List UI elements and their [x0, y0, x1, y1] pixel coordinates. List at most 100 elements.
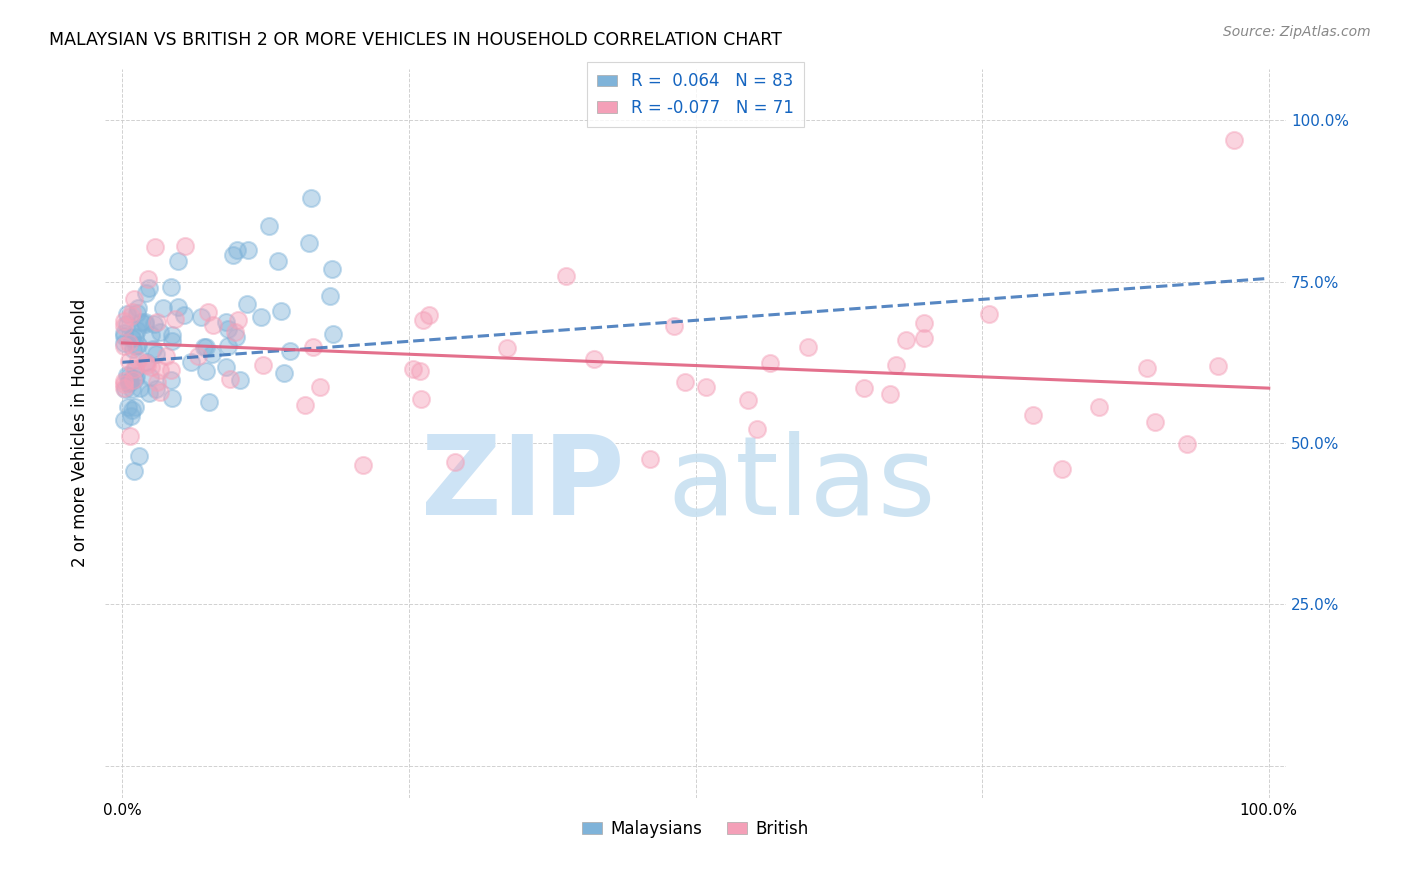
Point: [152, 301, 174, 315]
Point: [121, 402, 143, 417]
Point: [318, 289, 340, 303]
Point: [124, 330, 146, 344]
Point: [225, 330, 247, 344]
Y-axis label: 2 or more Vehicles in Household: 2 or more Vehicles in Household: [72, 299, 89, 567]
Point: [160, 327, 183, 342]
Point: [117, 400, 139, 414]
Point: [117, 354, 139, 368]
Point: [1206, 359, 1229, 373]
Point: [879, 387, 901, 401]
Point: [122, 373, 145, 387]
Point: [190, 310, 212, 325]
Point: [219, 372, 242, 386]
Point: [112, 381, 135, 395]
Point: [173, 308, 195, 322]
Point: [1143, 415, 1166, 429]
Point: [124, 361, 146, 376]
Point: [1050, 462, 1073, 476]
Point: [495, 342, 517, 356]
Point: [122, 292, 145, 306]
Point: [112, 413, 135, 427]
Point: [142, 317, 165, 331]
Point: [180, 354, 202, 368]
Point: [224, 325, 246, 339]
Point: [215, 315, 238, 329]
Point: [115, 368, 138, 383]
Point: [139, 370, 162, 384]
Point: [112, 374, 135, 388]
Point: [117, 307, 139, 321]
Text: Source: ZipAtlas.com: Source: ZipAtlas.com: [1223, 25, 1371, 39]
Point: [160, 373, 183, 387]
Point: [127, 352, 149, 367]
Point: [250, 310, 273, 325]
Point: [135, 355, 157, 369]
Point: [112, 377, 135, 392]
Point: [118, 336, 141, 351]
Point: [112, 314, 135, 328]
Point: [121, 305, 143, 319]
Point: [135, 286, 157, 301]
Point: [146, 375, 169, 389]
Point: [160, 362, 183, 376]
Point: [252, 359, 274, 373]
Point: [202, 318, 225, 332]
Point: [145, 347, 167, 361]
Point: [884, 359, 907, 373]
Point: [163, 311, 186, 326]
Point: [120, 309, 142, 323]
Point: [257, 219, 280, 233]
Point: [121, 383, 143, 397]
Point: [226, 243, 249, 257]
Point: [298, 235, 321, 250]
Point: [122, 342, 145, 356]
Point: [1223, 132, 1246, 146]
Point: [118, 375, 141, 389]
Point: [125, 369, 148, 384]
Point: [418, 308, 440, 322]
Point: [1088, 400, 1111, 414]
Point: [229, 373, 252, 387]
Point: [174, 239, 197, 253]
Point: [138, 281, 160, 295]
Point: [160, 334, 183, 348]
Point: [112, 339, 135, 353]
Point: [1021, 408, 1043, 422]
Point: [129, 381, 152, 395]
Point: [112, 335, 135, 350]
Point: [640, 451, 662, 466]
Point: [120, 374, 142, 388]
Point: [136, 271, 159, 285]
Point: [155, 349, 177, 363]
Point: [217, 338, 239, 352]
Point: [112, 326, 135, 341]
Point: [273, 366, 295, 380]
Point: [695, 380, 717, 394]
Point: [135, 355, 157, 369]
Point: [124, 372, 146, 386]
Point: [131, 315, 153, 329]
Point: [114, 382, 136, 396]
Point: [118, 368, 141, 383]
Point: [125, 323, 148, 337]
Point: [149, 384, 172, 399]
Point: [125, 306, 148, 320]
Point: [194, 363, 217, 377]
Text: MALAYSIAN VS BRITISH 2 OR MORE VEHICLES IN HOUSEHOLD CORRELATION CHART: MALAYSIAN VS BRITISH 2 OR MORE VEHICLES …: [49, 31, 782, 49]
Point: [759, 356, 782, 370]
Legend: Malaysians, British: Malaysians, British: [575, 814, 815, 845]
Point: [409, 364, 432, 378]
Point: [236, 243, 259, 257]
Point: [145, 382, 167, 396]
Point: [554, 269, 576, 284]
Point: [124, 464, 146, 478]
Point: [160, 391, 183, 405]
Point: [118, 376, 141, 390]
Point: [1175, 436, 1198, 450]
Point: [299, 191, 322, 205]
Point: [896, 333, 918, 347]
Point: [149, 325, 172, 339]
Point: [120, 409, 142, 424]
Point: [977, 307, 1000, 321]
Point: [128, 450, 150, 464]
